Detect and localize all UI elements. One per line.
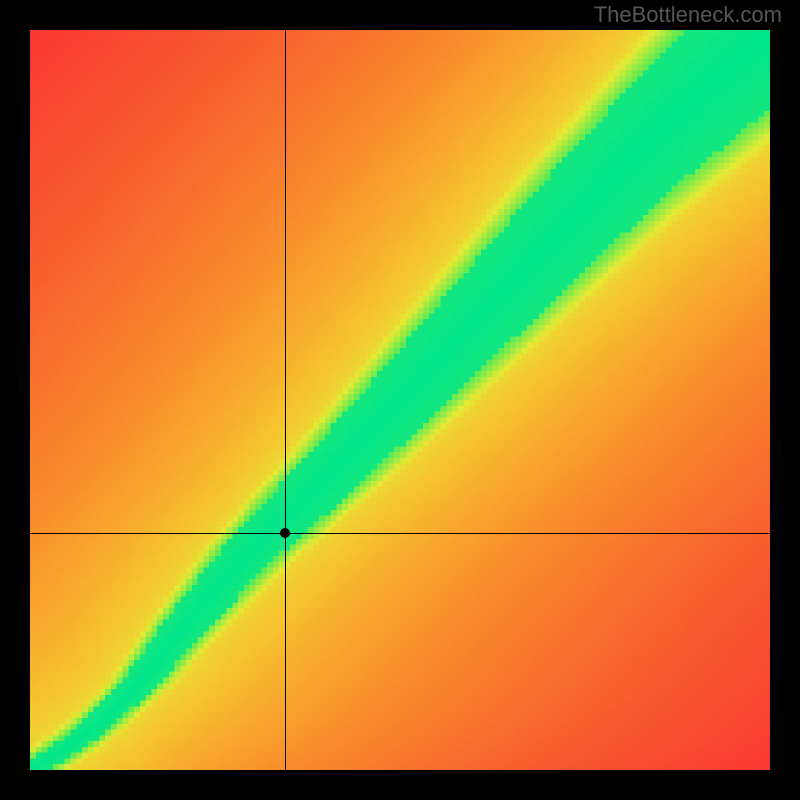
- bottleneck-heatmap: [30, 30, 770, 770]
- plot-border-bottom: [0, 770, 800, 800]
- crosshair-vertical: [285, 30, 286, 770]
- plot-border-right: [770, 0, 800, 800]
- chart-container: TheBottleneck.com: [0, 0, 800, 800]
- attribution-text: TheBottleneck.com: [594, 2, 782, 28]
- crosshair-horizontal: [30, 533, 770, 534]
- crosshair-marker: [280, 528, 290, 538]
- plot-border-left: [0, 0, 30, 800]
